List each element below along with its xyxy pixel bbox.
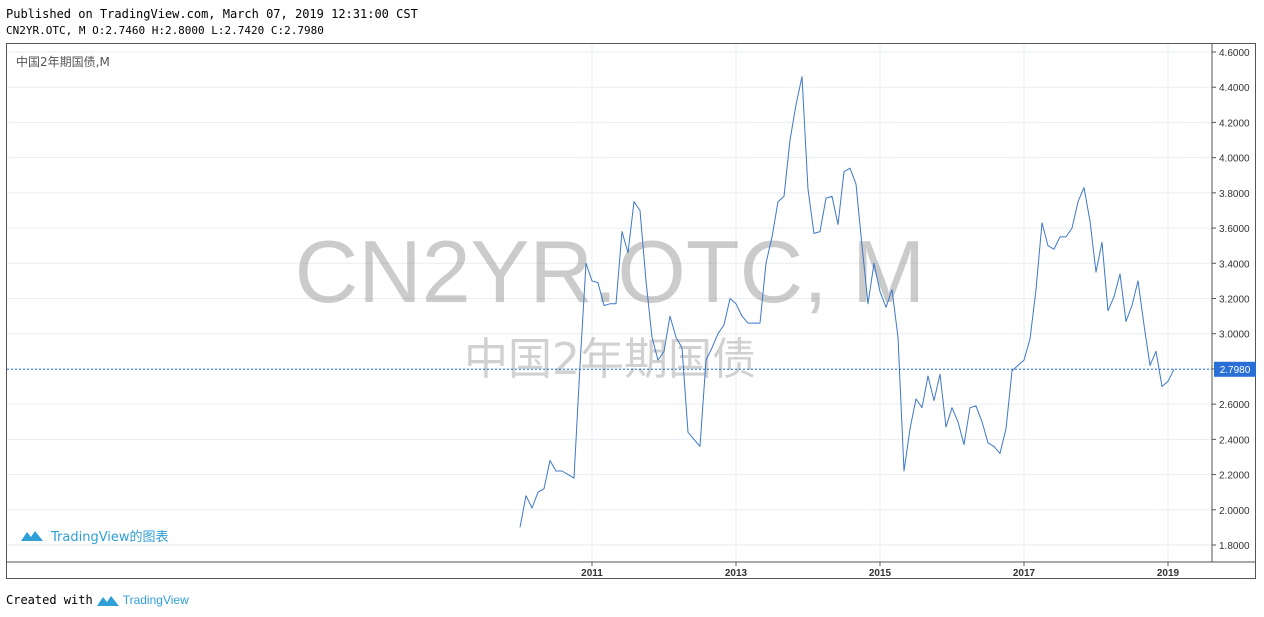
tradingview-brand[interactable]: TradingView: [122, 593, 189, 607]
y-tick-label: 4.4000: [1219, 83, 1250, 94]
ohlc-readout: CN2YR.OTC, M O:2.7460 H:2.8000 L:2.7420 …: [6, 24, 324, 37]
y-tick-label: 1.8000: [1219, 541, 1250, 552]
last-price-label: 2.7980: [1214, 361, 1256, 377]
series: [519, 76, 1175, 528]
logo-text: TradingView的图表: [50, 529, 169, 545]
y-tick-label: 4.2000: [1219, 118, 1250, 129]
y-tick-label: 4.0000: [1219, 154, 1250, 165]
tradingview-logo[interactable]: TradingView的图表: [21, 529, 169, 545]
y-tick-label: 3.8000: [1219, 189, 1250, 200]
x-tick-label: 2011: [581, 568, 603, 579]
grid: [7, 44, 1212, 562]
watermark-symbol: CN2YR.OTC, M: [295, 222, 926, 321]
watermark-name: 中国2年期国债: [464, 334, 756, 385]
chart-frame[interactable]: [6, 43, 1256, 579]
y-tick-label: 2.6000: [1219, 400, 1250, 411]
x-tick-label: 2019: [1157, 568, 1180, 579]
y-tick-label: 3.0000: [1219, 330, 1250, 341]
y-tick-label: 3.4000: [1219, 259, 1250, 270]
created-with-label: Created with: [6, 593, 93, 607]
last-price-label-text: 2.7980: [1220, 365, 1251, 376]
x-tick-label: 2017: [1013, 568, 1036, 579]
published-info: Published on TradingView.com, March 07, …: [6, 7, 418, 21]
series-line: [519, 76, 1175, 528]
watermark: CN2YR.OTC, M 中国2年期国债: [295, 222, 926, 385]
y-tick-label: 3.2000: [1219, 295, 1250, 306]
tradingview-cloud-icon: [96, 596, 119, 606]
cloud-icon: [21, 531, 43, 541]
y-tick-label: 2.2000: [1219, 471, 1250, 482]
y-tick-label: 2.4000: [1219, 435, 1250, 446]
pane-legend: 中国2年期国债,M: [16, 54, 110, 69]
y-tick-label: 2.0000: [1219, 506, 1250, 517]
x-tick-label: 2015: [869, 568, 892, 579]
footer: Created with TradingView: [6, 593, 189, 607]
last-price-label-bg: [1214, 361, 1256, 377]
x-tick-label: 2013: [725, 568, 748, 579]
y-tick-label: 3.6000: [1219, 224, 1250, 235]
y-tick-label: 4.6000: [1219, 48, 1250, 59]
